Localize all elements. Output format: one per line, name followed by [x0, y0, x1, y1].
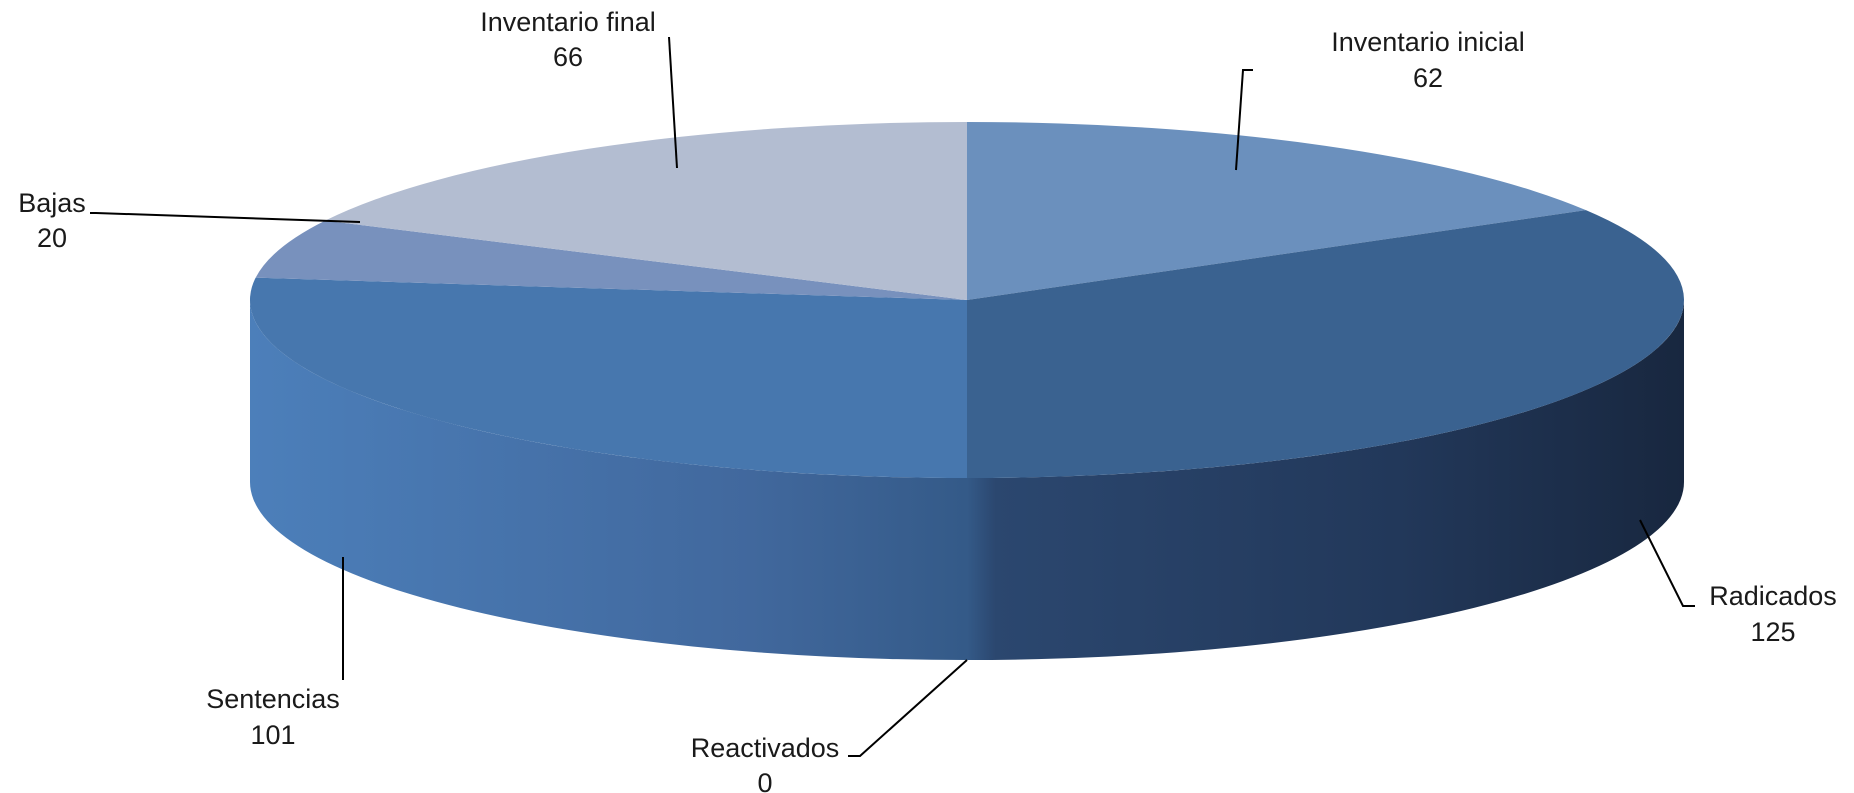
label-reactivados-name: Reactivados — [691, 733, 840, 763]
label-inventario-final-value: 66 — [553, 42, 583, 72]
label-reactivados-value: 0 — [757, 768, 772, 793]
leader-line-radicados — [1639, 519, 1695, 607]
label-inventario-inicial-value: 62 — [1413, 63, 1443, 93]
slice-inventario-final — [325, 122, 967, 300]
data-labels: Inventario inicial 62 Radicados 125 Reac… — [18, 7, 1837, 793]
leader-lines — [90, 36, 1695, 757]
pie-side-band — [250, 300, 1684, 660]
leader-line-inventario-inicial — [1235, 69, 1253, 171]
pie-slices — [249, 122, 1684, 478]
slice-inventario-inicial — [967, 122, 1586, 300]
leader-line-reactivados — [848, 659, 968, 757]
leader-line-inventario-final — [668, 36, 678, 169]
label-sentencias-value: 101 — [250, 720, 295, 750]
label-inventario-inicial-name: Inventario inicial — [1331, 27, 1525, 57]
slice-sentencias — [249, 277, 967, 478]
label-bajas-value: 20 — [37, 223, 67, 253]
label-radicados-value: 125 — [1750, 617, 1795, 647]
label-sentencias-name: Sentencias — [206, 684, 340, 714]
label-bajas-name: Bajas — [18, 188, 86, 218]
label-inventario-final-name: Inventario final — [480, 7, 656, 37]
label-radicados-name: Radicados — [1709, 581, 1837, 611]
slice-radicados — [967, 210, 1684, 478]
leader-line-bajas — [90, 212, 361, 223]
slice-bajas — [255, 220, 967, 300]
